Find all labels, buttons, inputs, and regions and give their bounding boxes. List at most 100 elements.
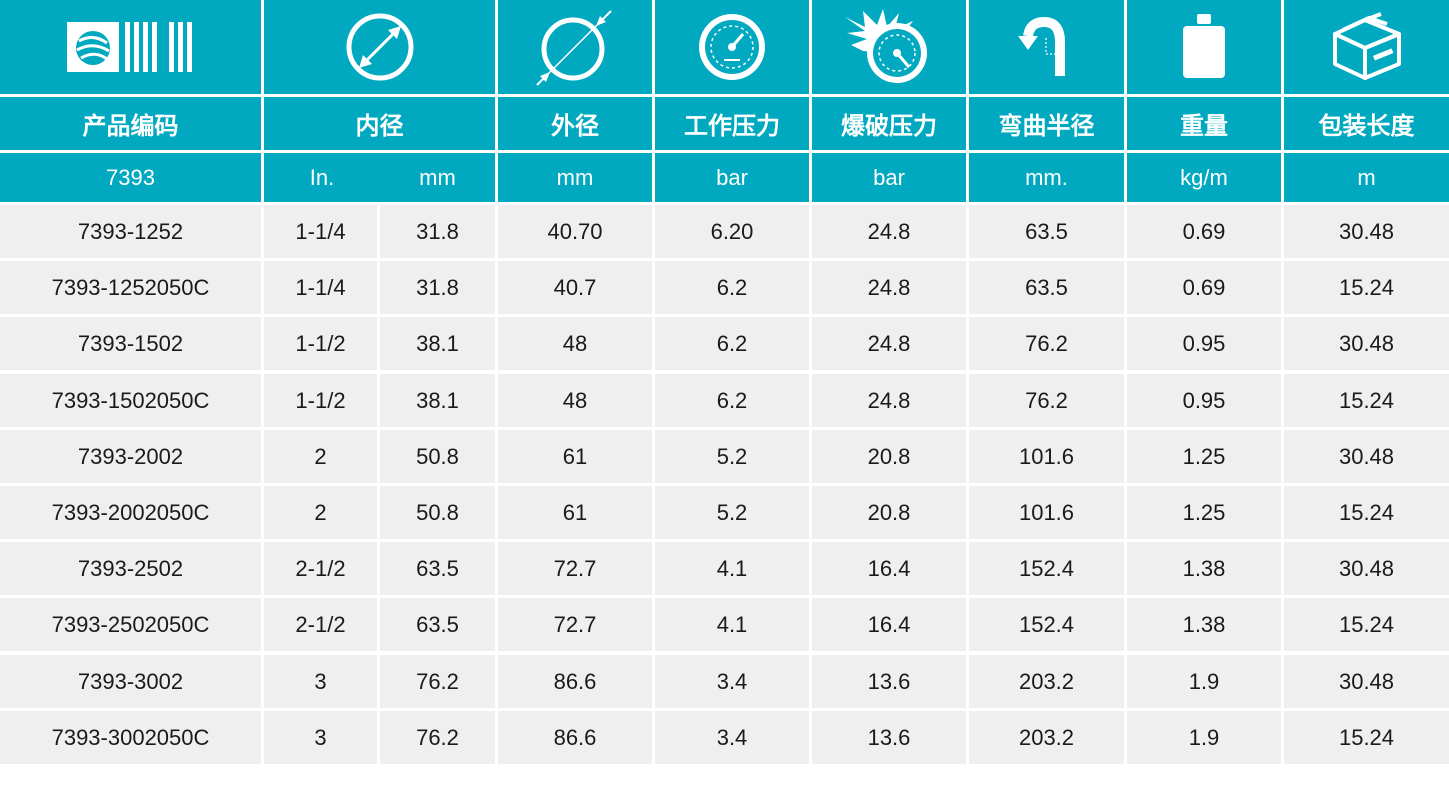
cell-value: 76.2: [1025, 330, 1068, 356]
cell-value: 31.8: [416, 274, 459, 300]
cell-value: 1-1/2: [295, 330, 346, 356]
data-cell: 101.6: [969, 430, 1124, 483]
burst-pressure-icon: [843, 7, 935, 87]
cell-value: 1-1/4: [295, 218, 346, 244]
data-cell: 24.8: [812, 374, 966, 427]
data-cell: 76.2: [380, 655, 495, 708]
bend-radius-icon: [1016, 16, 1078, 78]
cell-value: 40.70: [547, 218, 603, 244]
cell-value: 76.2: [416, 668, 459, 694]
product-code: 7393-1502: [77, 330, 184, 356]
cell-value: 152.4: [1018, 611, 1075, 637]
data-cell: 20.8: [812, 430, 966, 483]
cell-value: 30.48: [1338, 668, 1395, 694]
data-cell: 0.95: [1127, 317, 1281, 370]
product-code: 7393-2002050C: [51, 499, 210, 525]
icon-cell: [264, 0, 495, 94]
product-code: 7393-2502: [77, 555, 184, 581]
data-cell: 1.38: [1127, 598, 1281, 651]
cell-value: 2-1/2: [295, 611, 346, 637]
data-cell: 76.2: [969, 317, 1124, 370]
product-code: 7393-1252050C: [51, 274, 210, 300]
cell-value: 24.8: [867, 330, 911, 356]
cell-value: 6.2: [716, 274, 748, 300]
product-code-cell: 7393-1502050C: [0, 374, 261, 427]
cell-value: 15.24: [1338, 724, 1395, 750]
cell-value: 63.5: [416, 611, 459, 637]
product-code: 7393-3002: [77, 668, 184, 694]
data-cell: 30.48: [1284, 430, 1449, 483]
data-cell: 6.2: [655, 317, 809, 370]
data-cell: 20.8: [812, 486, 966, 539]
data-cell: 2-1/2: [264, 598, 377, 651]
cell-value: 2-1/2: [295, 555, 346, 581]
cell-value: 1.38: [1182, 555, 1226, 581]
cell-value: 13.6: [867, 668, 911, 694]
unit-label: kg/m: [1180, 164, 1228, 190]
series-code: 7393: [106, 164, 155, 190]
icon-cell: [812, 0, 966, 94]
cell-value: 0.95: [1182, 387, 1226, 413]
cell-value: 1.25: [1182, 499, 1226, 525]
column-title-cell: 外径: [498, 97, 652, 150]
product-code-cell: 7393-2502050C: [0, 598, 261, 651]
unit-label: mm: [556, 164, 594, 190]
unit-cell: m: [1284, 153, 1449, 202]
data-cell: 152.4: [969, 598, 1124, 651]
data-cell: 63.5: [380, 598, 495, 651]
data-cell: 24.8: [812, 261, 966, 314]
column-title: 工作压力: [684, 112, 780, 140]
brand-logo-icon: [65, 19, 197, 75]
data-cell: 86.6: [498, 711, 652, 764]
cell-value: 16.4: [867, 611, 911, 637]
cell-value: 76.2: [416, 724, 459, 750]
cell-value: 20.8: [867, 443, 911, 469]
data-cell: 72.7: [498, 598, 652, 651]
cell-value: 15.24: [1338, 387, 1395, 413]
product-code-cell: 7393-1502: [0, 317, 261, 370]
column-title: 爆破压力: [841, 112, 937, 140]
cell-value: 1.38: [1182, 611, 1226, 637]
cell-value: 20.8: [867, 499, 911, 525]
data-cell: 4.1: [655, 542, 809, 595]
cell-value: 40.7: [553, 274, 597, 300]
cell-value: 63.5: [1025, 274, 1068, 300]
unit-label: mm.: [1025, 164, 1068, 190]
data-cell: 38.1: [380, 317, 495, 370]
data-cell: 6.20: [655, 205, 809, 258]
column-title: 弯曲半径: [998, 112, 1095, 140]
data-cell: 0.69: [1127, 205, 1281, 258]
data-cell: 76.2: [380, 711, 495, 764]
data-cell: 30.48: [1284, 655, 1449, 708]
cell-value: 30.48: [1338, 443, 1395, 469]
data-cell: 0.95: [1127, 374, 1281, 427]
data-cell: 31.8: [380, 205, 495, 258]
cell-value: 15.24: [1338, 274, 1395, 300]
cell-value: 50.8: [416, 443, 459, 469]
icon-cell: [498, 0, 652, 94]
column-title-cell: 内径: [264, 97, 495, 150]
product-code: 7393-2002: [77, 443, 184, 469]
package-box-icon: [1329, 12, 1405, 82]
icon-cell: [969, 0, 1124, 94]
data-cell: 48: [498, 317, 652, 370]
spec-table: 产品编码 内径 外径 工作压力 爆破压力 弯曲半径 重量 包装长度 7393 In. mm mm bar…: [0, 0, 1449, 764]
cell-value: 16.4: [867, 555, 911, 581]
data-cell: 1-1/2: [264, 317, 377, 370]
data-cell: 31.8: [380, 261, 495, 314]
product-code-cell: 7393-1252050C: [0, 261, 261, 314]
data-cell: 203.2: [969, 711, 1124, 764]
data-cell: 86.6: [498, 655, 652, 708]
column-title-cell: 弯曲半径: [969, 97, 1124, 150]
data-cell: 1.9: [1127, 655, 1281, 708]
cell-value: 101.6: [1018, 499, 1075, 525]
data-cell: 0.69: [1127, 261, 1281, 314]
column-title: 包装长度: [1318, 112, 1415, 140]
unit-cell: In.: [264, 153, 380, 202]
cell-value: 3: [314, 724, 327, 750]
data-cell: 3: [264, 655, 377, 708]
data-cell: 61: [498, 486, 652, 539]
data-cell: 1.9: [1127, 711, 1281, 764]
unit-label: m: [1357, 164, 1376, 190]
data-cell: 76.2: [969, 374, 1124, 427]
